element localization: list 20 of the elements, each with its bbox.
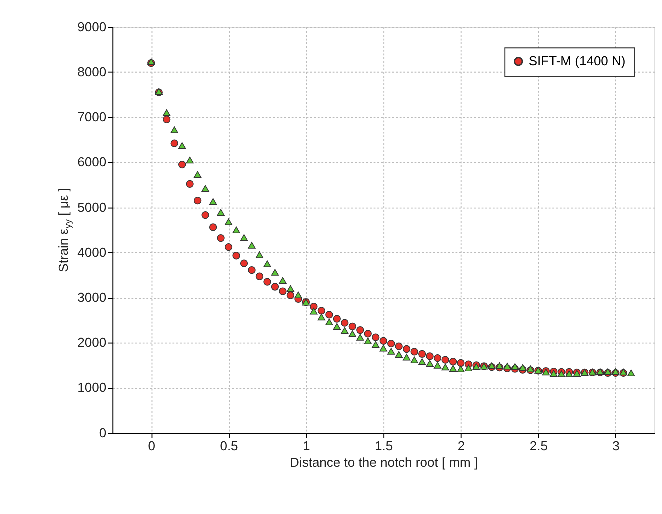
y-tick-label: 2000 (78, 335, 107, 350)
y-tick-label: 4000 (78, 244, 107, 260)
x-tick-label: 2 (458, 438, 466, 454)
y-tick-label: 0 (99, 425, 107, 440)
y-tick-label: 8000 (78, 64, 107, 80)
x-tick-label: 3 (612, 438, 620, 454)
x-tick-label: 0.5 (220, 438, 238, 454)
y-axis-title: Strain εyy [ με ] (56, 188, 73, 272)
y-tick-label: 6000 (78, 154, 107, 170)
x-tick-label: 0 (148, 438, 156, 454)
y-tick-label: 5000 (78, 200, 107, 215)
x-tick-label: 2.5 (530, 438, 548, 454)
legend-label: SIFT-M (1400 N) (528, 53, 626, 68)
y-tick-label: 3000 (78, 290, 107, 306)
x-tick-label: 1.5 (375, 438, 394, 454)
y-tick-label: 1000 (78, 380, 107, 396)
x-axis-title: Distance to the notch root [ mm ] (290, 455, 478, 470)
x-tick-label: 1 (303, 438, 310, 454)
y-tick-label: 7000 (78, 110, 107, 125)
y-tick-label: 9000 (78, 19, 107, 34)
